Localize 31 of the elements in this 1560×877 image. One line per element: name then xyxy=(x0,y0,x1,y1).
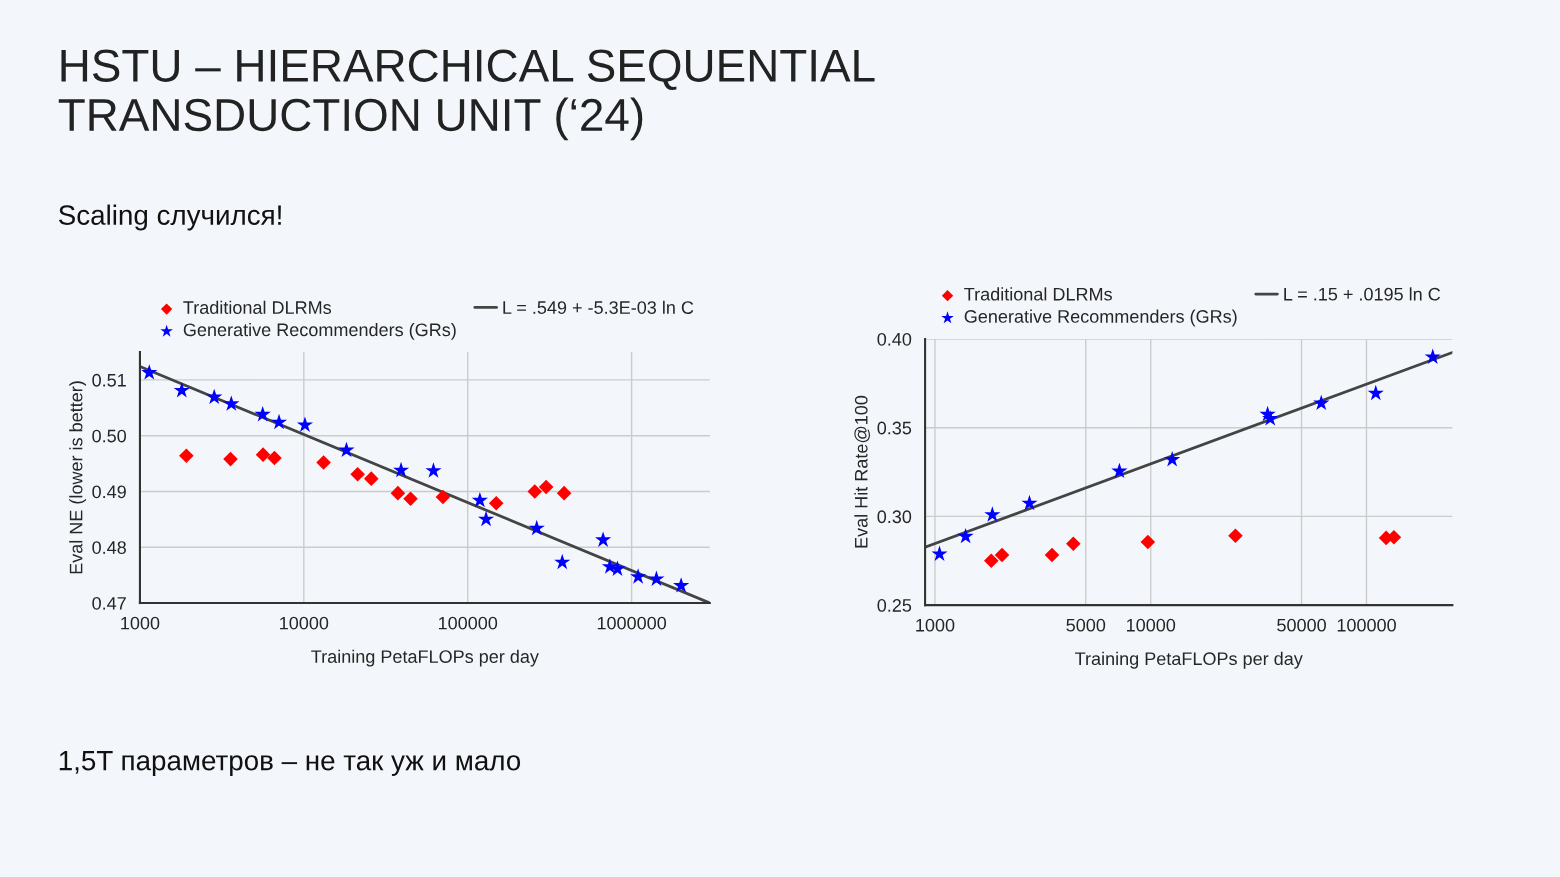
chart-title: HSTU – HIERARCHICAL SEQUENTIAL TRANSDUCTION UNIT (‘24) xyxy=(58,49,875,141)
chart-subtitle: Scaling случился! xyxy=(58,204,281,231)
y-tick-label: 0.48 xyxy=(92,541,126,554)
legend-label: L = .549 + -5.3E-03 ln C xyxy=(503,300,694,314)
x-tick-label: 100000 xyxy=(438,616,498,630)
y-tick-label: 0.35 xyxy=(877,421,912,435)
x-tick-label: 100000 xyxy=(1337,618,1396,632)
x-axis-title: Training PetaFLOPs per day xyxy=(1075,651,1303,669)
legend-label: Traditional DLRMs xyxy=(183,300,332,314)
x-tick-label: 1000000 xyxy=(597,616,667,630)
y-tick-label: 0.40 xyxy=(877,332,912,346)
y-tick-label: 0.25 xyxy=(877,599,912,612)
x-tick-label: 10000 xyxy=(280,616,329,630)
legend-label: L = .15 + .0195 ln C xyxy=(1284,287,1441,301)
y-tick-label: 0.30 xyxy=(877,510,912,524)
y-tick-label: 0.50 xyxy=(92,429,127,443)
x-tick-label: 5000 xyxy=(1066,618,1106,632)
x-tick-label: 10000 xyxy=(1127,618,1176,632)
y-tick-label: 0.47 xyxy=(92,596,126,610)
y-tick-label: 0.49 xyxy=(92,485,126,499)
y-axis-title: Eval Hit Rate@100 xyxy=(854,395,870,548)
legend-label: Traditional DLRMs xyxy=(964,287,1112,301)
legend-label: Generative Recommenders (GRs) xyxy=(183,322,456,340)
x-axis-title: Training PetaFLOPs per day xyxy=(311,649,539,667)
legend-label: Generative Recommenders (GRs) xyxy=(964,309,1237,327)
x-tick-label: 50000 xyxy=(1277,618,1326,632)
y-axis-title: Eval NE (lower is better) xyxy=(69,381,87,574)
x-tick-label: 1000 xyxy=(121,616,160,630)
x-tick-label: 1000 xyxy=(916,618,955,632)
y-tick-label: 0.51 xyxy=(92,373,126,387)
text: 1,5T параметров – не так уж и мало xyxy=(59,751,521,776)
